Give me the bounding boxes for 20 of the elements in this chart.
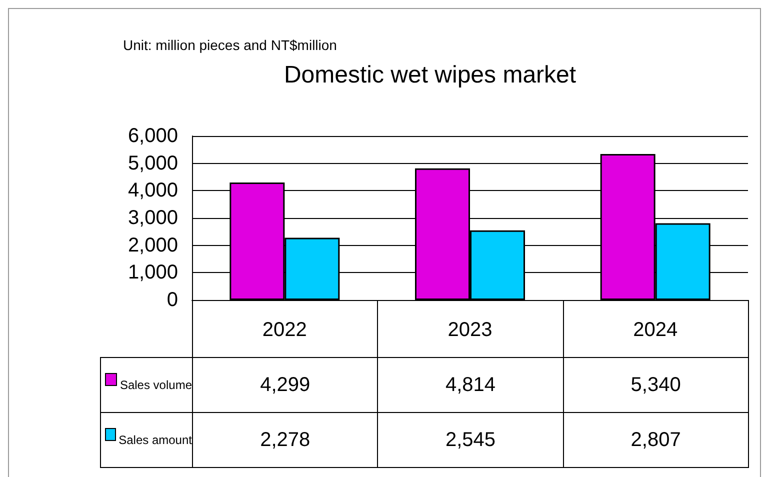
data-label: 2,807 [562,412,749,468]
data-label: 4,814 [377,357,564,413]
y-tick-label: 1,000 [128,262,178,284]
data-label: 2,545 [377,412,564,468]
data-label: 2,278 [192,412,378,468]
y-tick-label: 3,000 [128,207,178,229]
data-label: 5,340 [562,357,749,413]
x-tick-label: 2022 [262,319,307,341]
x-tick-label: 2024 [633,319,678,341]
y-tick-label: 6,000 [128,125,178,147]
y-tick-label: 2,000 [128,234,178,256]
legend-label: Sales amount [118,433,192,447]
x-tick-label: 2023 [448,319,492,341]
chart-subtitle: Unit: million pieces and NT$million [123,37,337,53]
y-tick-label: 4,000 [128,180,178,202]
data-label: 4,299 [192,357,378,413]
chart-title: Domestic wet wipes market [284,62,576,88]
legend-label: Sales volume [120,378,192,392]
y-tick-label: 5,000 [128,152,178,174]
y-tick-label: 0 [166,289,178,311]
